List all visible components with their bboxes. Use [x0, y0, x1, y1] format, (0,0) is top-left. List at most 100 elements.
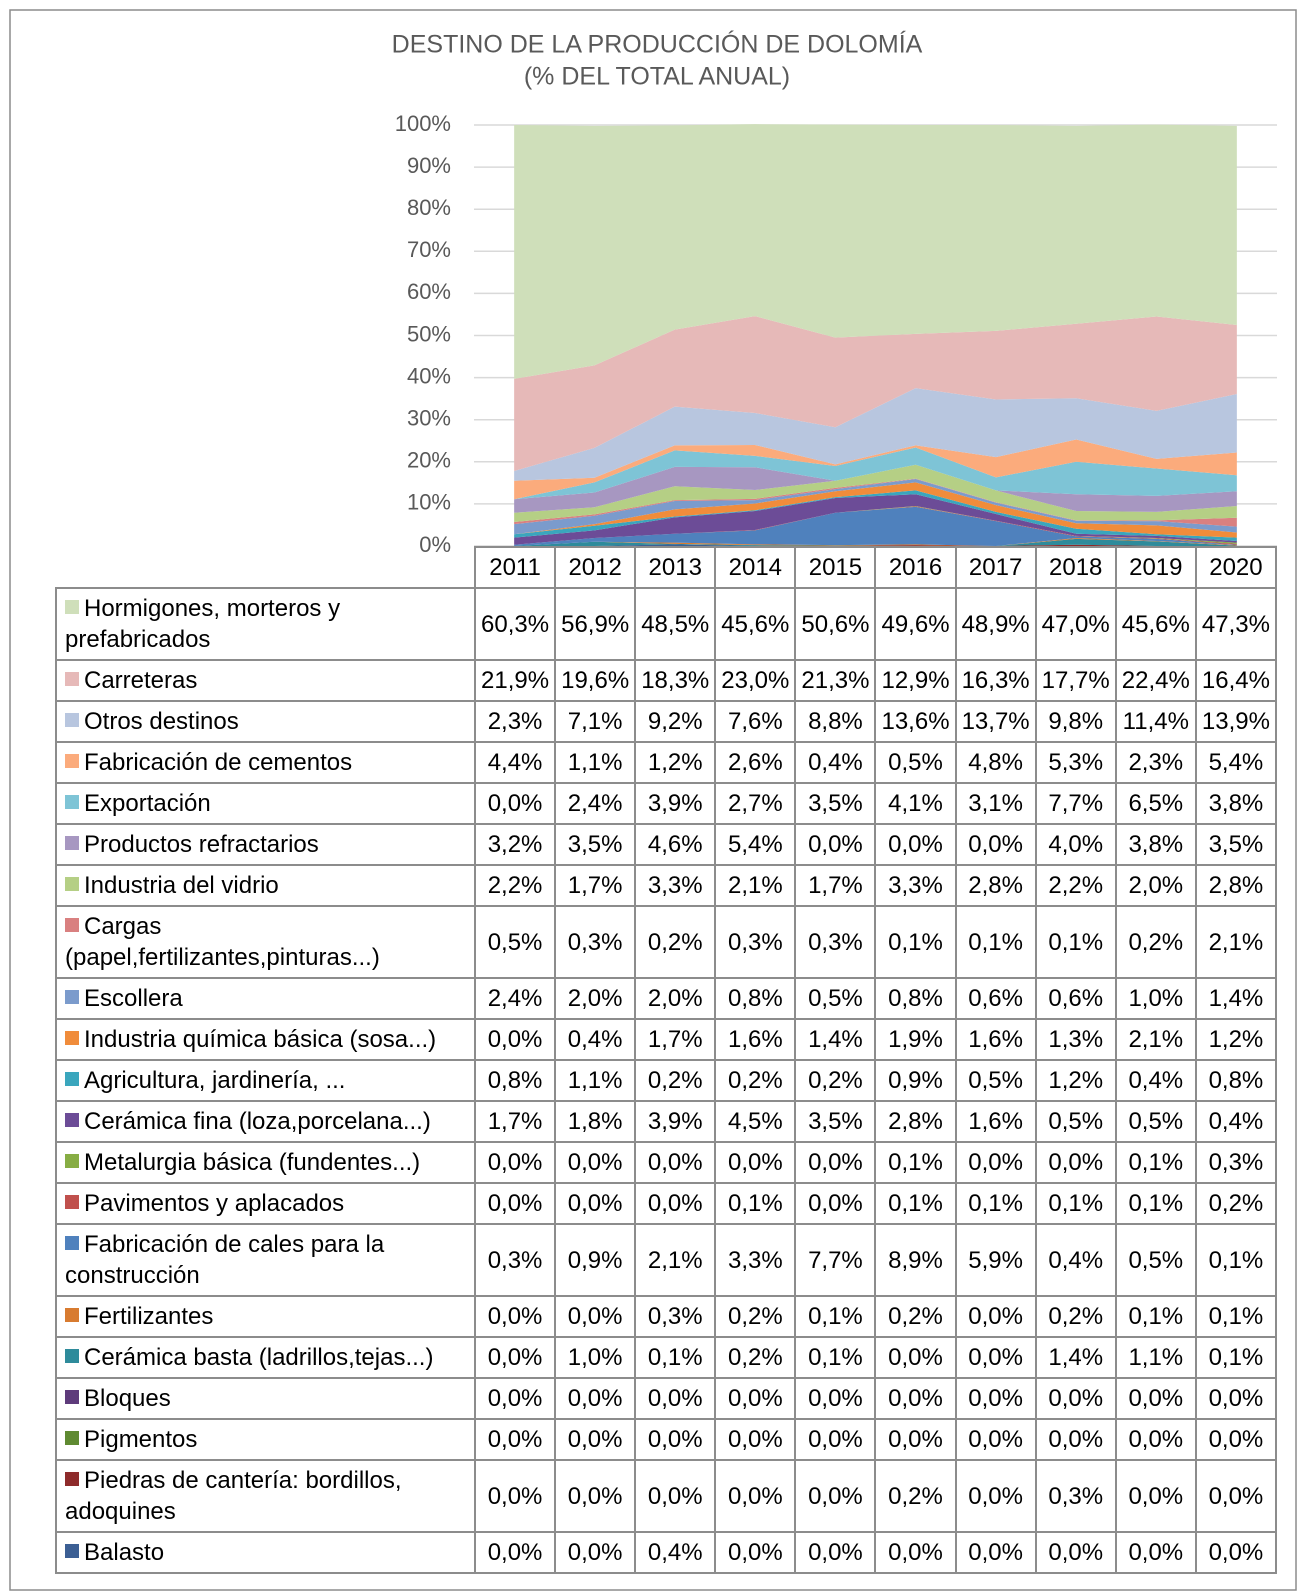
value-cell: 0,2%: [714, 1336, 797, 1379]
value-cell: 0,0%: [1114, 1531, 1197, 1574]
value-cell: 0,2%: [1034, 1295, 1117, 1338]
value-cell: 1,2%: [1194, 1018, 1278, 1061]
value-cell: 0,6%: [954, 977, 1037, 1020]
legend-label: Pigmentos: [84, 1426, 198, 1453]
year-header: 2019: [1114, 546, 1197, 589]
value-cell: 0,8%: [473, 1059, 557, 1102]
value-cell: 0,0%: [794, 1377, 877, 1420]
legend-swatch: [65, 1349, 79, 1363]
value-cell: 8,9%: [874, 1223, 957, 1297]
legend-cell: Fertilizantes: [55, 1295, 476, 1338]
value-cell: 0,0%: [1194, 1531, 1278, 1574]
legend-swatch: [65, 600, 79, 614]
value-cell: 0,0%: [714, 1418, 797, 1461]
value-cell: 1,2%: [1034, 1059, 1117, 1102]
value-cell: 0,3%: [1034, 1459, 1117, 1533]
value-cell: 2,3%: [1114, 741, 1197, 784]
value-cell: 0,0%: [874, 1418, 957, 1461]
value-cell: 0,0%: [1114, 1459, 1197, 1533]
value-cell: 0,0%: [1194, 1377, 1278, 1420]
legend-swatch: [65, 672, 79, 686]
table-row: Escollera 2,4% 2,0% 2,0% 0,8% 0,5% 0,8% 0,6% 0,6…: [55, 977, 1278, 1020]
year-header: 2011: [473, 546, 557, 589]
value-cell: 0,0%: [554, 1459, 637, 1533]
value-cell: 0,0%: [1034, 1418, 1117, 1461]
year-header: 2016: [874, 546, 957, 589]
y-tick-label: 20%: [407, 448, 451, 473]
table-row: Agricultura, jardinería, ... 0,8% 1,1% 0,2%…: [55, 1059, 1278, 1102]
value-cell: 0,0%: [634, 1182, 717, 1225]
y-tick-label: 10%: [407, 490, 451, 515]
value-cell: 2,1%: [1114, 1018, 1197, 1061]
value-cell: 0,1%: [874, 905, 957, 979]
value-cell: 3,5%: [794, 782, 877, 825]
value-cell: 0,0%: [554, 1531, 637, 1574]
value-cell: 1,4%: [1194, 977, 1278, 1020]
value-cell: 0,0%: [634, 1459, 717, 1533]
value-cell: 0,0%: [954, 1295, 1037, 1338]
legend-cell: Cerámica fina (loza,porcelana...): [55, 1100, 476, 1143]
value-cell: 1,6%: [954, 1100, 1037, 1143]
value-cell: 0,0%: [634, 1141, 717, 1184]
value-cell: 13,6%: [874, 700, 957, 743]
value-cell: 0,0%: [634, 1377, 717, 1420]
blank-cell: [56, 547, 475, 589]
value-cell: 2,8%: [954, 864, 1037, 907]
y-tick-label: 100%: [395, 111, 451, 136]
value-cell: 0,0%: [473, 1459, 557, 1533]
table-row: Hormigones, morteros y prefabricados 60,3…: [55, 587, 1278, 661]
value-cell: 0,2%: [874, 1295, 957, 1338]
value-cell: 0,0%: [473, 1018, 557, 1061]
value-cell: 2,1%: [714, 864, 797, 907]
value-cell: 0,3%: [794, 905, 877, 979]
value-cell: 4,5%: [714, 1100, 797, 1143]
value-cell: 0,5%: [874, 741, 957, 784]
value-cell: 3,8%: [1114, 823, 1197, 866]
legend-swatch: [65, 1472, 79, 1486]
value-cell: 2,4%: [554, 782, 637, 825]
value-cell: 0,0%: [1034, 1141, 1117, 1184]
value-cell: 1,4%: [1034, 1336, 1117, 1379]
value-cell: 1,7%: [473, 1100, 557, 1143]
legend-cell: Carreteras: [55, 659, 476, 702]
table-row: Balasto 0,0% 0,0% 0,4% 0,0% 0,0% 0,0% 0,0% 0,0% 0…: [55, 1531, 1278, 1574]
value-cell: 0,8%: [714, 977, 797, 1020]
area: [514, 464, 1237, 513]
value-cell: 0,0%: [473, 1182, 557, 1225]
value-cell: 5,4%: [1194, 741, 1278, 784]
legend-label: Exportación: [84, 790, 211, 817]
value-cell: 0,0%: [1114, 1418, 1197, 1461]
value-cell: 3,5%: [794, 1100, 877, 1143]
legend-label: Escollera: [84, 985, 183, 1012]
value-cell: 0,1%: [1114, 1295, 1197, 1338]
value-cell: 0,4%: [794, 741, 877, 784]
area: [514, 494, 1237, 545]
value-cell: 0,6%: [1034, 977, 1117, 1020]
value-cell: 3,5%: [1194, 823, 1278, 866]
value-cell: 0,0%: [714, 1141, 797, 1184]
value-cell: 0,1%: [1034, 1182, 1117, 1225]
legend-swatch: [65, 1072, 79, 1086]
value-cell: 0,2%: [874, 1459, 957, 1533]
value-cell: 0,0%: [954, 1459, 1037, 1533]
value-cell: 4,0%: [1034, 823, 1117, 866]
value-cell: 0,0%: [794, 1182, 877, 1225]
value-cell: 1,1%: [554, 1059, 637, 1102]
year-header: 2017: [954, 546, 1037, 589]
value-cell: 1,1%: [1114, 1336, 1197, 1379]
value-cell: 60,3%: [473, 587, 557, 661]
y-tick-label: 80%: [407, 195, 451, 220]
value-cell: 12,9%: [874, 659, 957, 702]
value-cell: 0,0%: [473, 1531, 557, 1574]
value-cell: 2,4%: [473, 977, 557, 1020]
value-cell: 47,3%: [1194, 587, 1278, 661]
legend-swatch: [65, 1154, 79, 1168]
value-cell: 0,5%: [473, 905, 557, 979]
value-cell: 1,9%: [874, 1018, 957, 1061]
value-cell: 45,6%: [1114, 587, 1197, 661]
value-cell: 0,5%: [1114, 1100, 1197, 1143]
value-cell: 2,0%: [1114, 864, 1197, 907]
legend-swatch: [65, 1544, 79, 1558]
legend-cell: Cargas (papel,fertilizantes,pinturas...): [55, 905, 476, 979]
